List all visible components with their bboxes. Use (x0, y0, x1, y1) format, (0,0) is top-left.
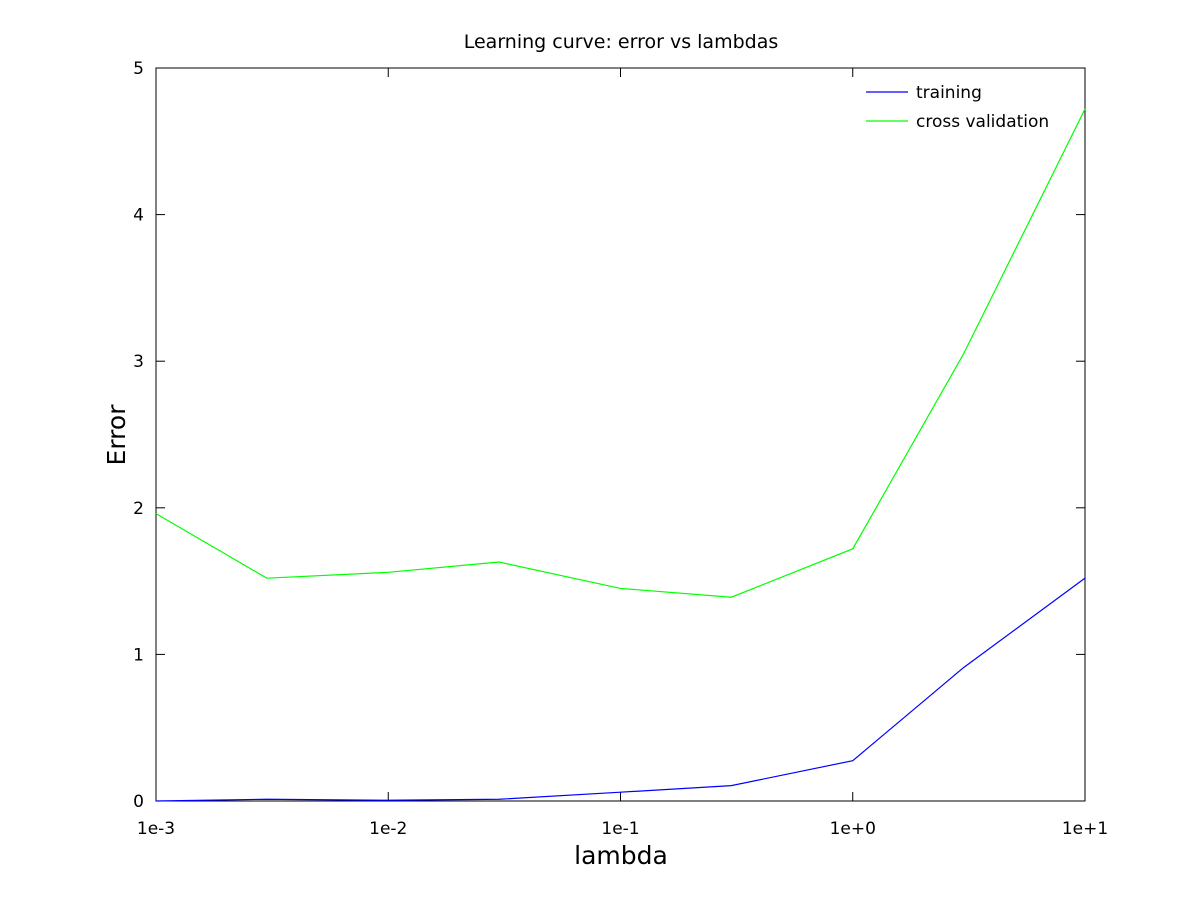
chart-title: Learning curve: error vs lambdas (464, 31, 779, 53)
y-tick-label: 2 (133, 499, 144, 519)
legend-label: training (916, 83, 982, 103)
y-tick-label: 4 (133, 206, 144, 226)
y-tick-label: 0 (133, 792, 144, 812)
series-line-training (155, 577, 1086, 802)
y-tick-label: 1 (133, 645, 144, 665)
x-axis-title: lambda (574, 841, 668, 870)
legend-label: cross validation (916, 112, 1049, 132)
y-axis-title: Error (102, 404, 131, 466)
x-tick-label: 1e+0 (830, 819, 876, 839)
x-tick-label: 1e+1 (1062, 819, 1108, 839)
plot-frame (155, 67, 1086, 802)
y-tick-label: 5 (133, 59, 144, 79)
x-tick-label: 1e-1 (601, 819, 639, 839)
x-tick-label: 1e-3 (137, 819, 175, 839)
y-tick-label: 3 (133, 352, 144, 372)
series-line-cross-validation (155, 108, 1086, 598)
x-tick-label: 1e-2 (369, 819, 407, 839)
plot-area: 1e-3 1e-2 1e-1 1e+0 1e+1 0 1 2 3 4 5 training cross … (133, 59, 1108, 839)
